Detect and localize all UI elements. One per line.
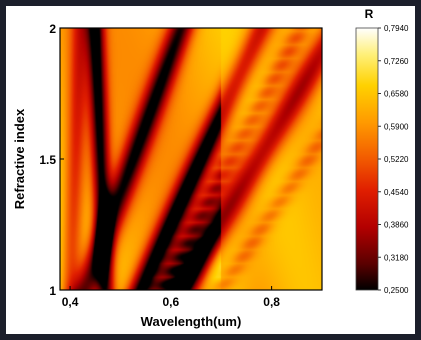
colorbar xyxy=(355,27,379,291)
figure: 2 1.5 1 0,4 0,6 0,8 Wavelength(um) Refract… xyxy=(6,6,415,334)
colorbar-label: 0,7940 xyxy=(384,24,409,33)
x-tick-label: 0,4 xyxy=(62,295,79,309)
colorbar-label: 0,7260 xyxy=(384,57,409,66)
y-tick-label: 1 xyxy=(49,284,56,298)
colorbar-label: 0,3860 xyxy=(384,221,409,230)
colorbar-title: R xyxy=(365,7,374,21)
colorbar-label: 0,3180 xyxy=(384,253,409,262)
heatmap-chart: 2 1.5 1 0,4 0,6 0,8 Wavelength(um) Refract… xyxy=(12,7,409,329)
colorbar-label: 0,5220 xyxy=(384,155,409,164)
y-tick-label: 1.5 xyxy=(39,153,56,167)
x-axis-title: Wavelength(um) xyxy=(141,314,242,329)
colorbar-label: 0,6580 xyxy=(384,90,409,99)
y-axis-title: Refractive index xyxy=(12,108,27,209)
y-tick-label: 2 xyxy=(49,22,56,36)
colorbar-label: 0,2500 xyxy=(384,286,409,295)
x-tick-label: 0,6 xyxy=(163,295,180,309)
x-tick-label: 0,8 xyxy=(263,295,280,309)
colorbar-label: 0,5900 xyxy=(384,122,409,131)
colorbar-label: 0,4540 xyxy=(384,188,409,197)
heatmap-surface xyxy=(60,28,322,290)
